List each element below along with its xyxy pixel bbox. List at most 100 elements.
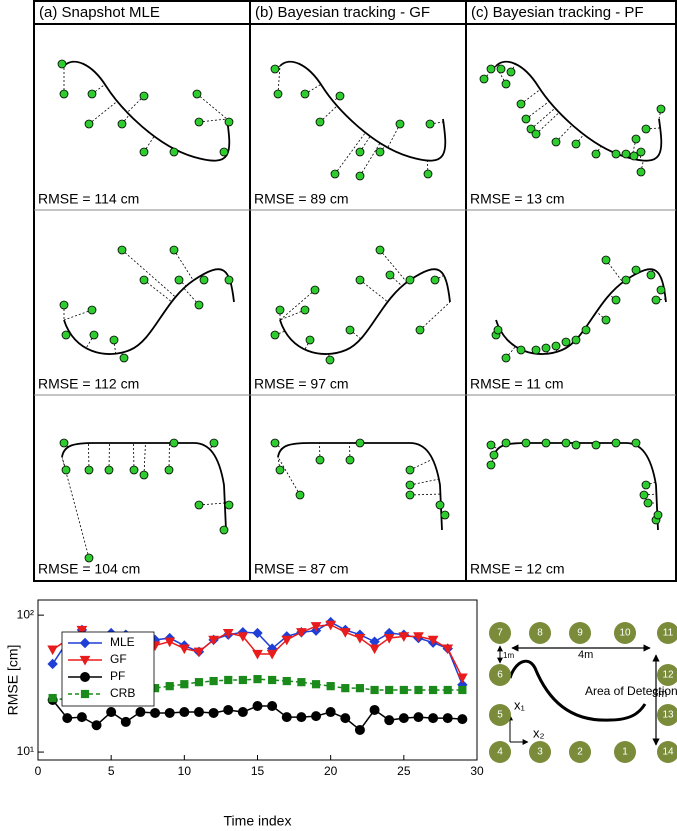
panel: RMSE = 89 cm (254, 60, 447, 207)
panel-header: (c) Bayesian tracking - PF (471, 4, 644, 21)
error-line (334, 132, 366, 175)
diagram-label: 1m (503, 651, 514, 660)
error-line (91, 84, 106, 95)
data-point (237, 632, 249, 642)
rmse-label: RMSE = 104 cm (38, 561, 140, 577)
data-point (385, 685, 394, 695)
sensor-node (489, 741, 511, 763)
panel: RMSE = 11 cm (470, 255, 667, 392)
estimate-dot (493, 325, 503, 335)
diagram-label: x₁ (514, 697, 526, 712)
error-line (505, 346, 516, 359)
estimate-dot (375, 147, 385, 157)
estimate-dot (174, 275, 184, 285)
estimate-dot (355, 438, 365, 448)
error-line (198, 118, 228, 123)
estimate-dot (355, 147, 365, 157)
estimate-dot (531, 129, 541, 139)
data-point (135, 707, 146, 718)
sensor-label: 1 (622, 747, 628, 758)
estimate-dot (641, 480, 651, 490)
estimate-dot (651, 295, 661, 305)
estimate-dot (501, 79, 511, 89)
data-point (179, 707, 190, 718)
sensor-node (657, 741, 677, 763)
estimate-dot (84, 553, 94, 563)
true-trajectory (279, 60, 447, 162)
estimate-dot (601, 255, 611, 265)
estimate-dot (405, 490, 415, 500)
data-point (414, 685, 423, 695)
data-point (281, 712, 292, 723)
error-line (359, 142, 381, 177)
panel-header: (b) Bayesian tracking - GF (255, 4, 430, 21)
estimate-dot (591, 440, 601, 450)
estimate-dot (355, 171, 365, 181)
true-trajectory (277, 442, 443, 531)
estimate-dot (631, 134, 641, 144)
estimate-dot (84, 119, 94, 129)
panel: RMSE = 97 cm (254, 245, 451, 392)
estimate-dot (656, 104, 666, 114)
error-line (143, 442, 146, 476)
data-point (267, 700, 278, 711)
estimate-dot (117, 245, 127, 255)
estimate-dot (385, 270, 395, 280)
data-point (457, 673, 468, 684)
estimate-dot (561, 438, 571, 448)
data-point (458, 685, 467, 695)
estimate-dot (631, 438, 641, 448)
data-point (150, 707, 161, 718)
estimate-dot (224, 117, 234, 127)
estimate-dot (129, 465, 139, 475)
estimate-dot (636, 147, 646, 157)
estimate-dot (345, 325, 355, 335)
estimate-dot (415, 325, 425, 335)
estimate-dot (479, 74, 489, 84)
estimate-dot (295, 490, 305, 500)
estimate-dot (621, 149, 631, 159)
estimate-dot (486, 440, 496, 450)
estimate-dot (405, 275, 415, 285)
rmse-label: RMSE = 11 cm (470, 376, 564, 392)
x-tick-label: 5 (108, 764, 115, 778)
data-point (369, 644, 380, 655)
estimate-dot (405, 480, 415, 490)
data-point (193, 647, 205, 658)
estimate-dot (639, 490, 649, 500)
x-axis-label: Time index (224, 813, 292, 829)
estimate-dot (164, 465, 174, 475)
data-point (48, 693, 57, 703)
estimate-dot (506, 67, 516, 77)
sensor-node (657, 622, 677, 644)
estimate-dot (209, 438, 219, 448)
estimate-dot (646, 270, 656, 280)
data-point (76, 625, 88, 636)
error-line (61, 456, 90, 559)
error-line (88, 100, 118, 125)
panel: RMSE = 112 cm (38, 245, 235, 392)
estimate-dot (521, 114, 531, 124)
estimate-dot (270, 330, 280, 340)
sensor-node (657, 704, 677, 726)
data-point (340, 713, 351, 724)
data-point (252, 627, 263, 639)
data-point (399, 685, 408, 695)
estimate-dot (139, 147, 149, 157)
x-tick-label: 30 (470, 764, 484, 778)
data-point (252, 700, 263, 711)
estimate-dot (335, 91, 345, 101)
sensor-label: 3 (537, 747, 543, 758)
data-point (429, 685, 438, 695)
estimate-dot (435, 500, 445, 510)
sensor-node (657, 664, 677, 686)
data-point (354, 724, 365, 735)
rmse-label: RMSE = 87 cm (254, 561, 349, 577)
estimate-dot (139, 470, 149, 480)
rmse-label: RMSE = 13 cm (470, 191, 565, 207)
estimate-dot (224, 500, 234, 510)
sensor-label: 11 (663, 628, 674, 639)
estimate-dot (621, 275, 631, 285)
error-line (409, 493, 441, 496)
